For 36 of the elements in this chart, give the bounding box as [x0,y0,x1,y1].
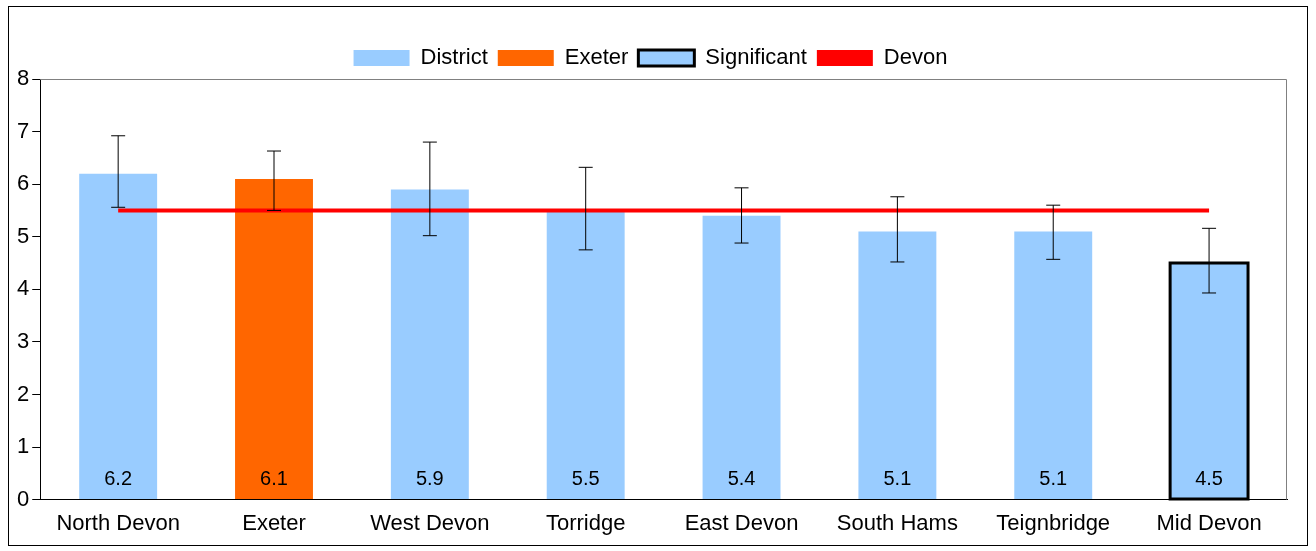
y-tick-label: 8 [16,65,30,91]
y-tick-label: 5 [16,222,30,248]
bar [235,178,313,500]
y-tick-label: 1 [16,433,30,459]
y-tick-label: 7 [16,117,30,143]
legend-label: District [420,44,488,70]
data-label: 5.1 [1039,467,1068,490]
y-tick-label: 2 [16,380,30,406]
bar [79,173,158,500]
y-tick-label: 0 [16,485,30,511]
bar [1014,231,1093,500]
x-tick-label: North Devon [56,509,180,535]
bar [858,231,937,500]
legend-label: Devon [883,44,948,70]
x-tick-label: South Hams [836,509,958,535]
y-tick-label: 4 [16,275,30,301]
data-label: 6.1 [260,467,288,490]
x-tick-label: Mid Devon [1156,509,1262,535]
x-tick-label: Teignbridge [996,509,1111,535]
data-label: 5.1 [883,467,912,490]
bar [702,215,781,500]
x-tick-label: Torridge [545,509,626,535]
data-label: 5.9 [415,467,444,490]
x-tick-label: Exeter [242,509,306,535]
x-tick-label: East Devon [684,509,799,535]
data-label: 6.2 [104,467,133,490]
legend-label: Significant [705,44,807,70]
legend-label: Exeter [564,44,629,70]
data-label: 5.4 [727,467,756,490]
data-label: 4.5 [1195,467,1223,490]
data-label: 5.5 [571,467,600,490]
y-tick-label: 6 [16,170,30,196]
x-tick-label: West Devon [370,509,490,535]
bar [546,210,625,500]
y-tick-label: 3 [16,327,30,353]
bar [390,189,469,500]
